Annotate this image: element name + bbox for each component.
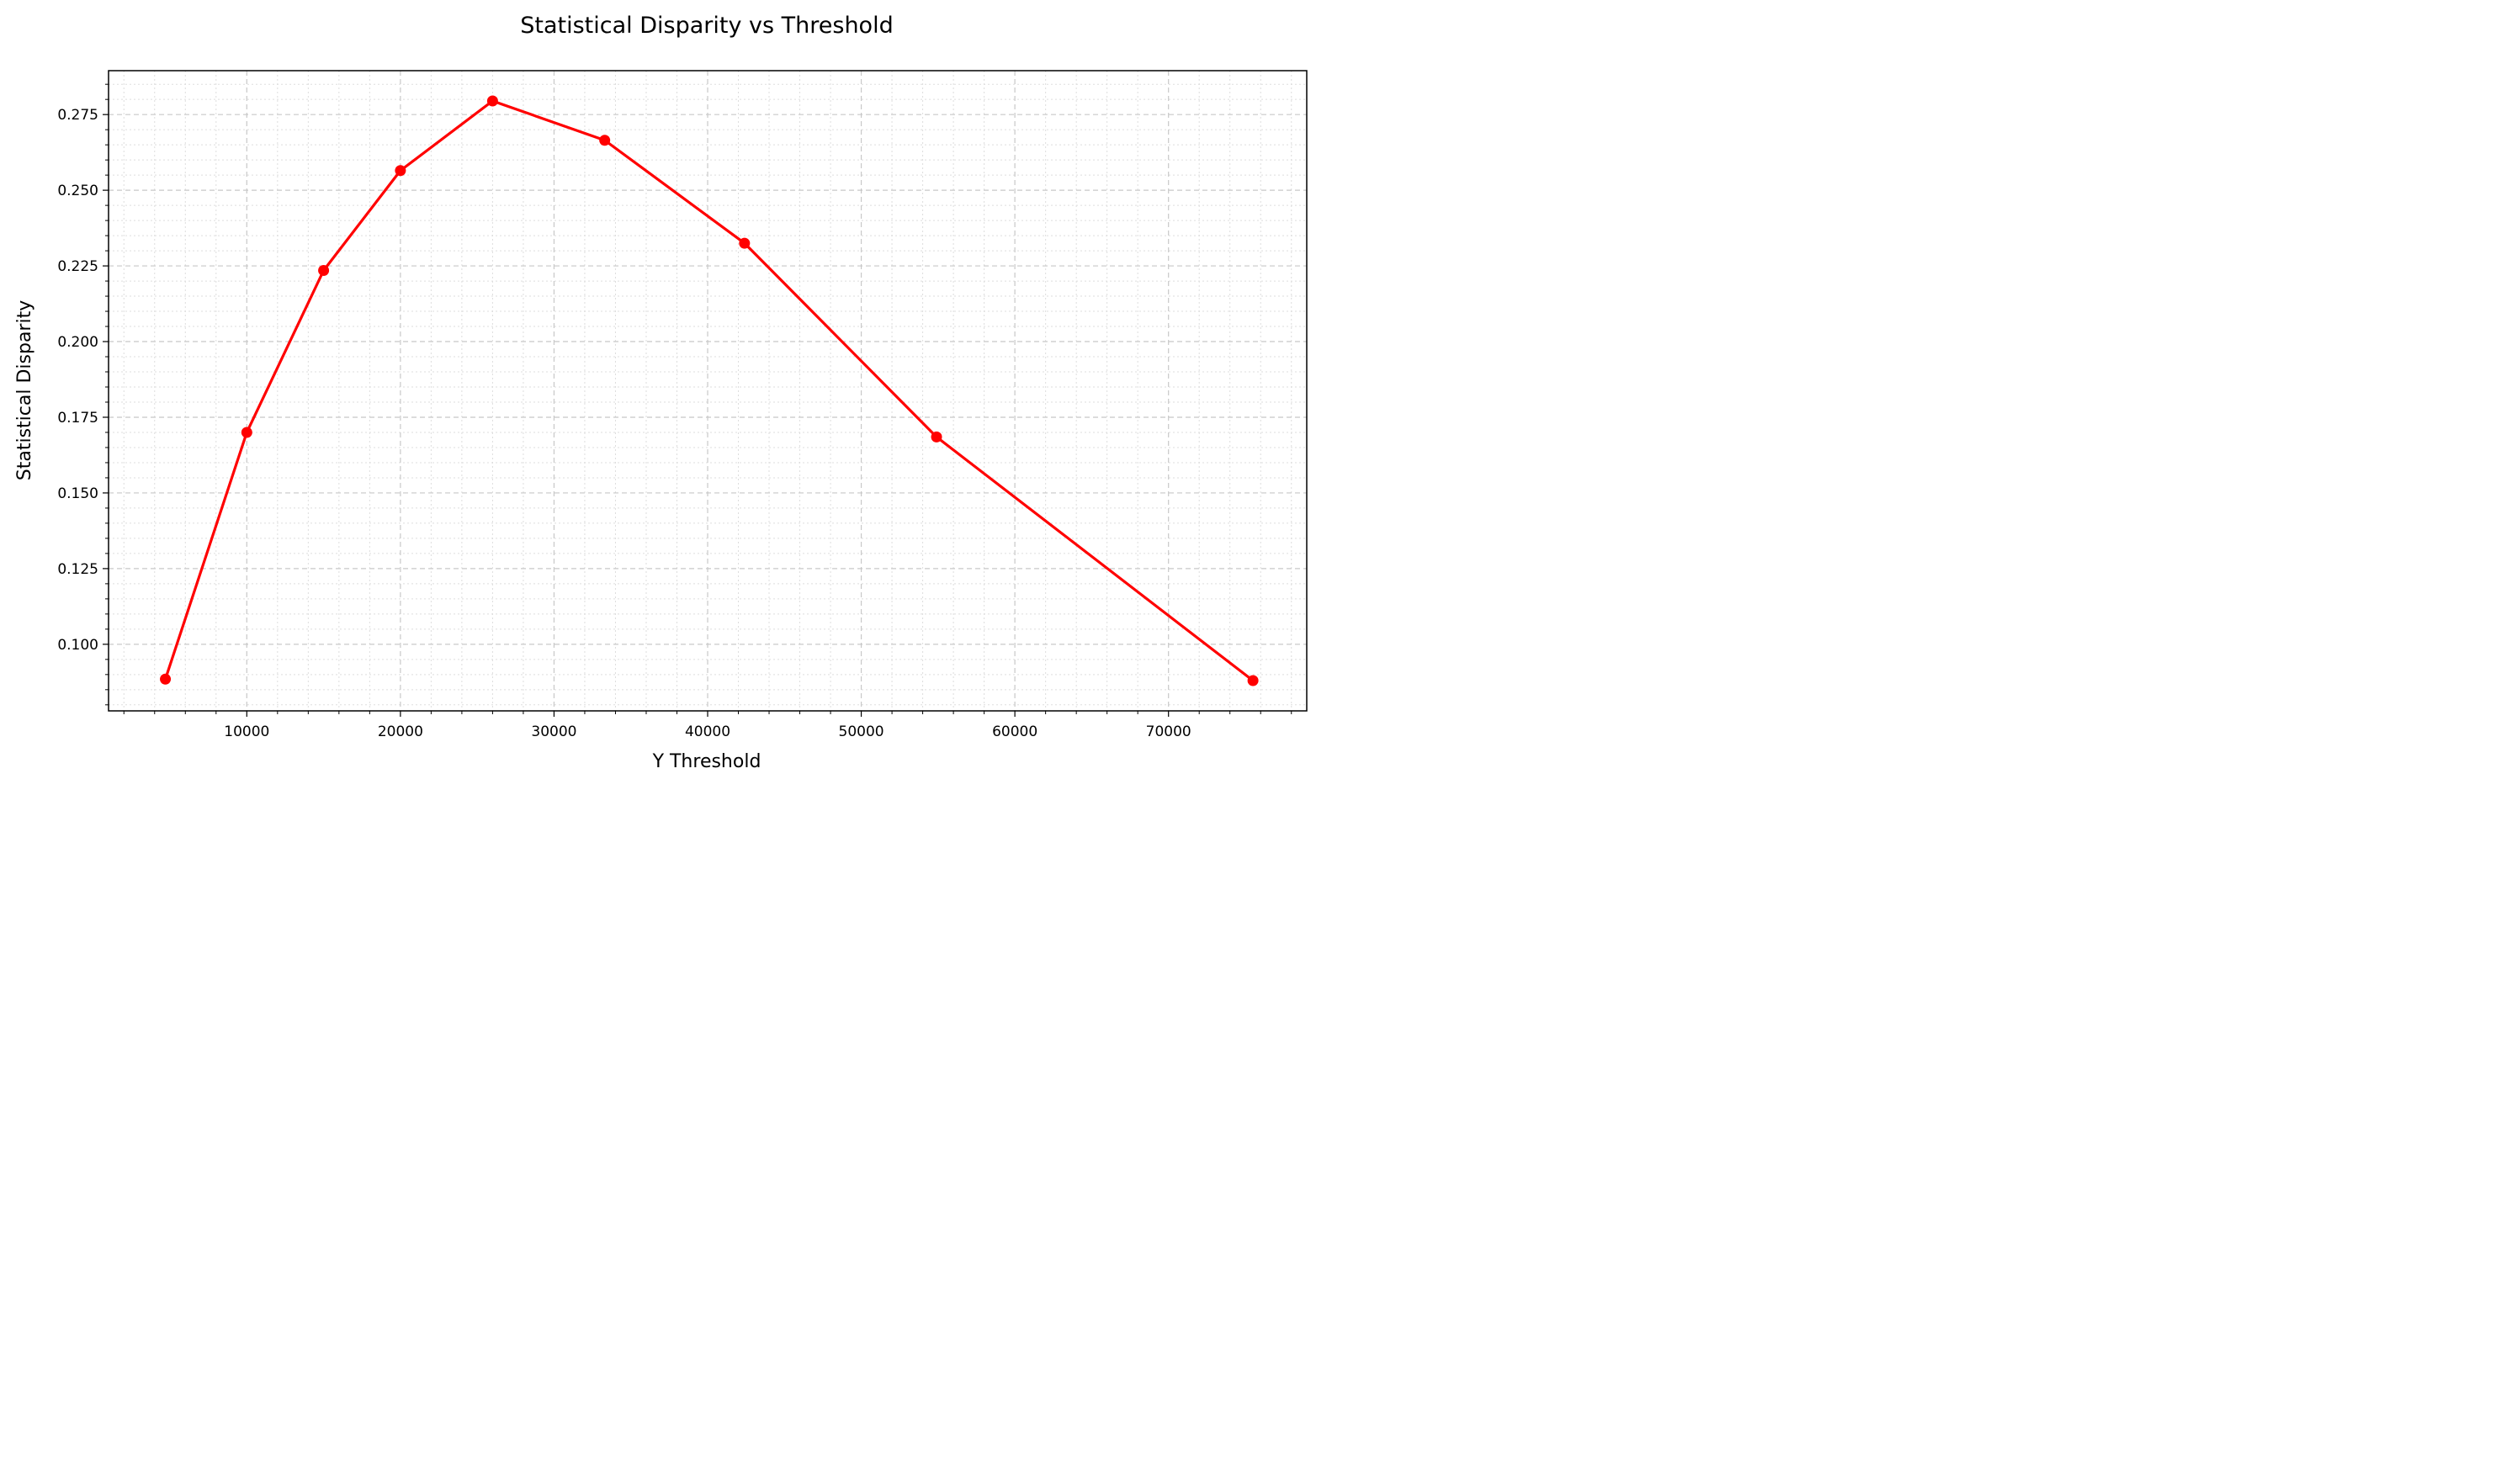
y-tick-label: 0.100 [57, 637, 98, 654]
data-point [1247, 675, 1259, 686]
y-tick-label: 0.125 [57, 561, 98, 578]
chart-background [0, 0, 1316, 785]
y-tick-label: 0.150 [57, 485, 98, 502]
y-tick-label: 0.200 [57, 334, 98, 351]
data-point [160, 673, 172, 685]
x-axis-label: Y Threshold [652, 751, 761, 772]
x-tick-label: 40000 [685, 723, 730, 740]
data-point [599, 135, 611, 146]
x-tick-label: 70000 [1146, 723, 1191, 740]
major-grid [109, 71, 1307, 711]
y-axis-label: Statistical Disparity [14, 300, 35, 480]
y-tick-label: 0.175 [57, 410, 98, 427]
x-tick-label: 10000 [224, 723, 269, 740]
y-tick-label: 0.275 [57, 107, 98, 124]
x-tick-label: 30000 [531, 723, 576, 740]
data-point [395, 165, 406, 177]
series-layer [160, 95, 1259, 686]
x-tick-label: 60000 [992, 723, 1037, 740]
y-tick-label: 0.250 [57, 183, 98, 199]
data-point [318, 264, 330, 276]
data-point [486, 95, 498, 107]
data-point [241, 427, 252, 438]
y-tick-label: 0.225 [57, 258, 98, 275]
y-axis: 0.100 0.125 0.150 0.175 0.200 0.225 0.250 0.275 [57, 83, 109, 706]
x-axis: 10000 20000 30000 40000 50000 60000 70000 [123, 711, 1292, 740]
chart-title: Statistical Disparity vs Threshold [520, 13, 893, 39]
chart: Statistical Disparity vs Threshold 10000… [0, 0, 1316, 785]
x-tick-label: 50000 [839, 723, 884, 740]
data-point [739, 237, 751, 249]
data-point [931, 431, 942, 443]
x-tick-label: 20000 [378, 723, 423, 740]
